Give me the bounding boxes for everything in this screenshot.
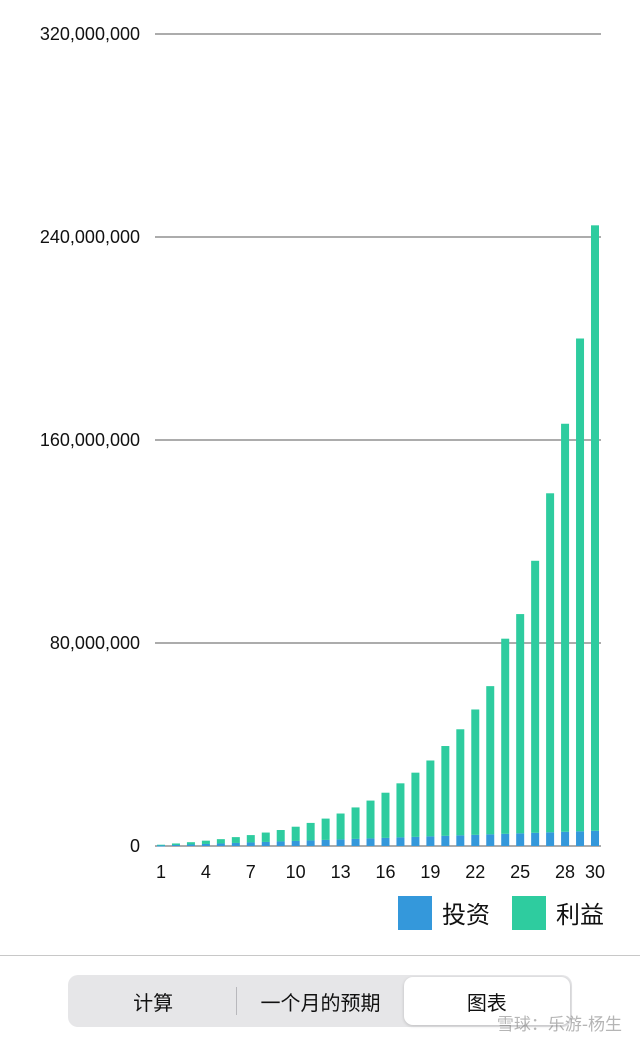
bar-investment <box>576 831 585 846</box>
x-tick-label: 13 <box>331 862 351 882</box>
bar-profit <box>486 686 495 835</box>
x-tick-label: 10 <box>286 862 306 882</box>
x-tick-label: 1 <box>156 862 166 882</box>
bar-investment <box>381 837 390 846</box>
y-tick-label: 80,000,000 <box>50 633 140 653</box>
bar-investment <box>231 842 240 846</box>
x-tick-label: 4 <box>201 862 211 882</box>
bar-profit <box>366 800 375 839</box>
bar-investment <box>441 835 450 846</box>
legend-label-investment: 投资 <box>442 901 490 929</box>
bar-investment <box>336 839 345 846</box>
x-tick-label: 19 <box>420 862 440 882</box>
bar-profit <box>576 338 585 832</box>
bar-profit <box>246 835 255 843</box>
bar-profit <box>351 807 360 839</box>
x-tick-label: 7 <box>246 862 256 882</box>
tab-monthly-forecast-label: 一个月的预期 <box>260 990 381 1015</box>
bar-investment <box>321 839 330 846</box>
bar-investment <box>186 844 195 846</box>
bar-investment <box>591 830 599 846</box>
bar-profit <box>231 837 240 843</box>
bar-investment <box>276 841 285 846</box>
bar-investment <box>291 840 300 846</box>
bar-investment <box>501 833 510 846</box>
bar-profit <box>516 614 525 834</box>
bar-profit <box>381 792 390 838</box>
bar-profit <box>501 638 510 834</box>
bar-profit <box>171 843 180 845</box>
bar-investment <box>531 832 540 846</box>
bar-investment <box>411 836 420 846</box>
bar-profit <box>471 709 480 835</box>
x-tick-label: 30 <box>585 862 605 882</box>
bar-investment <box>516 833 525 846</box>
bar-investment <box>396 837 405 846</box>
bar-profit <box>336 813 345 840</box>
bar-profit <box>321 818 330 840</box>
chart-legend: 投资 利益 <box>376 895 604 930</box>
tab-chart[interactable]: 图表 <box>403 977 570 1025</box>
x-tick-label: 28 <box>555 862 575 882</box>
legend-item-profit: 利益 <box>512 895 604 930</box>
bar-profit <box>561 423 570 832</box>
bar-profit <box>531 560 540 833</box>
watermark-text: 雪球：乐游-杨生 <box>496 1015 622 1035</box>
legend-item-investment: 投资 <box>398 895 490 930</box>
y-tick-label: 160,000,000 <box>40 430 140 450</box>
bar-investment <box>171 844 180 846</box>
bar-investment <box>201 843 210 846</box>
bar-profit <box>186 842 195 845</box>
bar-profit <box>291 826 300 841</box>
bar-profit <box>441 746 450 836</box>
bar-profit <box>261 832 270 842</box>
tab-monthly-forecast[interactable]: 一个月的预期 <box>237 977 403 1025</box>
bar-profit <box>411 772 420 837</box>
toolbar-divider <box>0 955 640 956</box>
bar-investment <box>456 835 465 846</box>
y-tick-label: 240,000,000 <box>40 227 140 247</box>
x-tick-label: 22 <box>465 862 485 882</box>
bar-investment <box>351 838 360 846</box>
bar-chart: 0 80,000,000 160,000,000 240,000,000 320,000… <box>40 24 605 882</box>
bar-profit <box>546 493 555 833</box>
bar-investment <box>261 841 270 846</box>
bar-investment <box>306 840 315 846</box>
x-tick-label: 16 <box>375 862 395 882</box>
bar-profit <box>396 783 405 838</box>
bar-profit <box>456 729 465 836</box>
tab-calculate-label: 计算 <box>133 990 174 1015</box>
x-tick-label: 25 <box>510 862 530 882</box>
bar-profit <box>216 839 225 844</box>
bar-profit <box>426 760 435 837</box>
bar-profit <box>201 840 210 844</box>
legend-swatch-profit <box>512 895 546 930</box>
segment-separator <box>236 987 238 1015</box>
tab-calculate[interactable]: 计算 <box>70 977 236 1025</box>
bar-investment <box>157 845 165 847</box>
bar-profit <box>591 225 599 831</box>
bar-profit <box>157 844 165 846</box>
bar-investment <box>426 836 435 846</box>
y-tick-label: 320,000,000 <box>40 24 140 44</box>
tab-chart-label: 图表 <box>466 990 507 1015</box>
bar-investment <box>246 842 255 846</box>
y-tick-label: 0 <box>130 836 140 856</box>
bar-investment <box>546 832 555 846</box>
bar-investment <box>216 843 225 846</box>
segmented-control: 计算 一个月的预期 图表 <box>68 975 572 1027</box>
bar-profit <box>276 830 285 842</box>
bar-investment <box>561 831 570 846</box>
bar-investment <box>471 834 480 846</box>
legend-swatch-investment <box>398 895 432 930</box>
bar-investment <box>486 834 495 846</box>
bar-investment <box>366 838 375 846</box>
legend-label-profit: 利益 <box>556 901 604 929</box>
bar-profit <box>306 822 315 841</box>
